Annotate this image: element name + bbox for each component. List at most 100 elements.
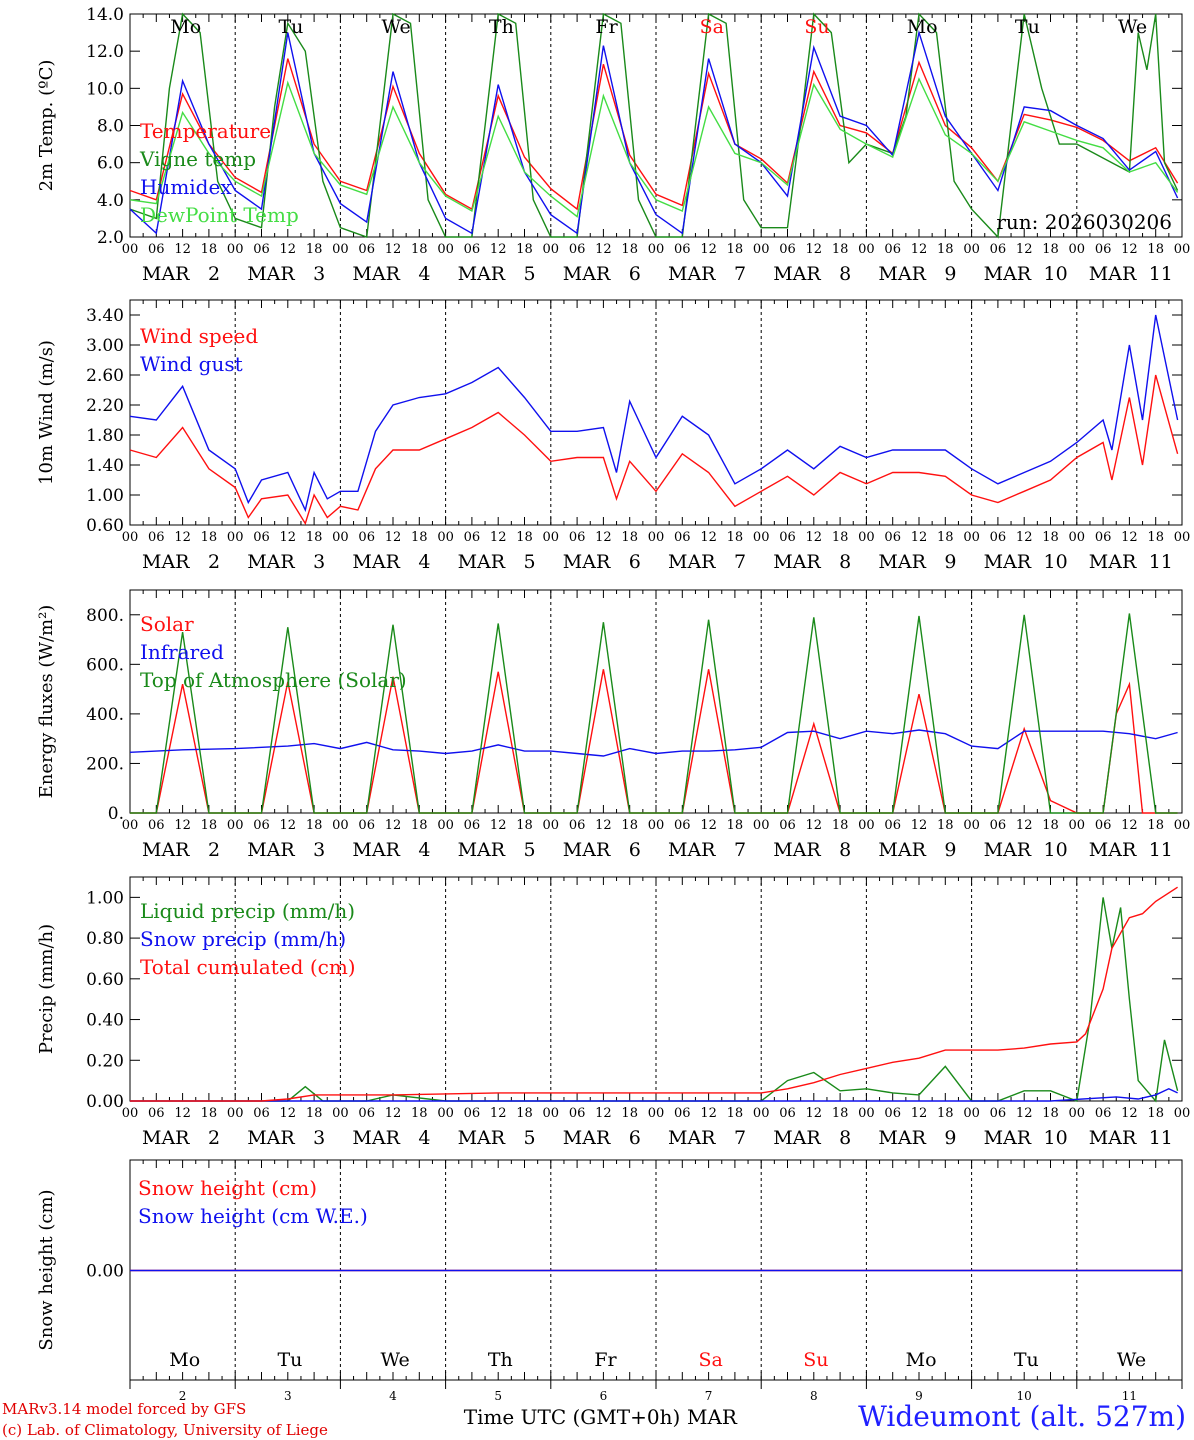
hour-tick-label: 06 (1095, 818, 1112, 833)
date-label: 8 (839, 263, 851, 285)
y-tick-label: 0.40 (86, 1011, 124, 1031)
month-label: MAR (1089, 551, 1137, 573)
month-label: MAR (458, 839, 506, 861)
hour-tick-label: 18 (516, 242, 533, 257)
month-label: MAR (878, 551, 926, 573)
hour-tick-label: 00 (963, 530, 980, 545)
hour-tick-label: 06 (1095, 1106, 1112, 1121)
hour-tick-label: 12 (911, 818, 928, 833)
day-name-label: Su (803, 1349, 828, 1371)
hour-tick-label: 12 (280, 530, 297, 545)
series-line-infrared (129, 729, 1178, 757)
date-label: 11 (1149, 551, 1173, 573)
date-label: 7 (734, 839, 746, 861)
hour-tick-label: 12 (1121, 818, 1138, 833)
date-label: 2 (179, 1389, 187, 1403)
month-label: MAR (458, 551, 506, 573)
date-label: 10 (1044, 551, 1068, 573)
hour-tick-label: 18 (937, 818, 954, 833)
hour-tick-label: 00 (122, 1106, 139, 1121)
date-label: 3 (313, 1127, 325, 1149)
series-line-temperature (129, 58, 1179, 211)
month-label: MAR (142, 1127, 190, 1149)
hour-tick-label: 18 (306, 1106, 323, 1121)
legend-entry: Top of Atmosphere (Solar) (140, 668, 407, 692)
hour-tick-label: 00 (227, 530, 244, 545)
y-tick-label: 12.0 (86, 42, 124, 62)
month-label: MAR (142, 551, 190, 573)
y-axis-label: Precip (mm/h) (36, 924, 57, 1054)
date-label: 6 (629, 839, 641, 861)
day-name-label: We (1118, 16, 1147, 38)
hour-tick-label: 18 (727, 1106, 744, 1121)
hour-tick-label: 00 (963, 1106, 980, 1121)
hour-tick-label: 00 (543, 1106, 560, 1121)
date-label: 4 (418, 263, 430, 285)
month-label: MAR (142, 263, 190, 285)
date-label: 10 (1044, 1127, 1068, 1149)
hour-tick-label: 00 (858, 530, 875, 545)
month-label: MAR (563, 1127, 611, 1149)
hour-tick-label: 00 (753, 818, 770, 833)
y-tick-label: 1.00 (86, 888, 124, 908)
y-tick-label: 200. (86, 754, 124, 774)
hour-tick-label: 12 (490, 530, 507, 545)
y-tick-label: 2.60 (86, 366, 124, 386)
hour-tick-label: 12 (280, 242, 297, 257)
day-name-label: We (1117, 1349, 1146, 1371)
hour-tick-label: 18 (937, 242, 954, 257)
date-label: 9 (944, 839, 956, 861)
hour-tick-label: 12 (806, 1106, 823, 1121)
date-label: 2 (208, 839, 220, 861)
hour-tick-label: 06 (779, 1106, 796, 1121)
hour-tick-label: 18 (832, 530, 849, 545)
hour-tick-label: 06 (253, 530, 270, 545)
hour-tick-label: 18 (1147, 242, 1164, 257)
date-label: 4 (389, 1389, 397, 1403)
panel-1: 2.0 4.0 6.0 8.0 10.0 12.0 14.0 2m Temp. (ºC) Tem… (36, 5, 1190, 285)
hour-tick-label: 18 (1147, 818, 1164, 833)
legend-entry: Wind speed (140, 324, 258, 348)
day-name-label: Su (804, 16, 829, 38)
legend-entry: Snow height (cm W.E.) (138, 1204, 368, 1228)
y-tick-label: 0.20 (86, 1051, 124, 1071)
y-tick-label: 1.00 (86, 486, 124, 506)
hour-tick-label: 06 (148, 818, 165, 833)
hour-tick-label: 00 (122, 530, 139, 545)
month-label: MAR (352, 551, 400, 573)
date-label: 8 (810, 1389, 818, 1403)
month-label: MAR (1089, 1127, 1137, 1149)
month-label: MAR (773, 1127, 821, 1149)
panel-3: 0. 200. 400. 600. 800. Energy fluxes (W/m²) So… (36, 589, 1190, 861)
panel-frame (129, 589, 1183, 814)
hour-tick-label: 12 (490, 818, 507, 833)
y-tick-label: 0. (108, 804, 124, 824)
y-tick-label: 0.00 (86, 1262, 124, 1282)
month-label: MAR (352, 839, 400, 861)
date-label: 5 (524, 551, 536, 573)
day-name-label: Th (488, 1349, 513, 1371)
hour-tick-label: 00 (437, 1106, 454, 1121)
y-tick-label: 2.20 (86, 396, 124, 416)
date-label: 2 (208, 263, 220, 285)
hour-tick-label: 06 (990, 530, 1007, 545)
date-label: 9 (944, 263, 956, 285)
y-axis-label: Energy fluxes (W/m²) (36, 605, 57, 799)
month-label: MAR (878, 1127, 926, 1149)
month-label: MAR (984, 551, 1032, 573)
date-label: 8 (839, 551, 851, 573)
legend-entry: Snow precip (mm/h) (140, 927, 346, 951)
hour-tick-label: 00 (122, 242, 139, 257)
hour-tick-label: 12 (385, 1106, 402, 1121)
hour-tick-label: 06 (884, 818, 901, 833)
month-label: MAR (878, 263, 926, 285)
hour-tick-label: 00 (1069, 530, 1086, 545)
hour-tick-label: 00 (1069, 242, 1086, 257)
day-name-label: Mo (170, 16, 201, 38)
date-label: 6 (629, 551, 641, 573)
month-label: MAR (984, 1127, 1032, 1149)
hour-tick-label: 12 (1016, 818, 1033, 833)
hour-tick-label: 06 (779, 242, 796, 257)
date-label: 9 (944, 551, 956, 573)
hour-tick-label: 06 (358, 1106, 375, 1121)
